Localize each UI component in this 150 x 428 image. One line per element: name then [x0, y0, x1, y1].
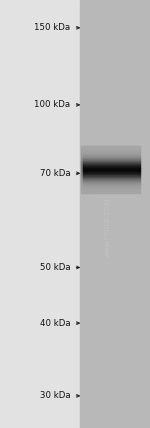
Bar: [81, 181, 88, 183]
Bar: [83, 163, 140, 164]
Bar: [83, 160, 140, 161]
Bar: [83, 178, 140, 179]
Bar: [83, 175, 140, 176]
Bar: [83, 153, 140, 154]
Bar: [81, 155, 88, 158]
Bar: [83, 158, 140, 159]
Bar: [83, 186, 140, 187]
Bar: [81, 176, 88, 178]
Bar: [81, 178, 88, 181]
Bar: [83, 191, 140, 192]
Bar: [81, 148, 88, 150]
Bar: [81, 167, 88, 169]
Bar: [83, 181, 140, 182]
Bar: [81, 169, 88, 172]
Bar: [81, 174, 88, 176]
Text: www.PTGLB.COM: www.PTGLB.COM: [105, 197, 111, 257]
Bar: [83, 154, 140, 155]
Bar: [81, 150, 88, 153]
Bar: [83, 165, 140, 166]
Bar: [83, 156, 140, 157]
Bar: [83, 167, 140, 168]
Text: 70 kDa: 70 kDa: [40, 169, 70, 178]
Bar: [83, 184, 140, 185]
Bar: [83, 173, 140, 174]
Bar: [83, 176, 140, 177]
Bar: [83, 166, 140, 167]
Bar: [83, 174, 140, 175]
Bar: [83, 147, 140, 148]
Text: 100 kDa: 100 kDa: [34, 100, 70, 110]
Bar: [83, 148, 140, 149]
Bar: [83, 188, 140, 189]
Bar: [83, 189, 140, 190]
Bar: [83, 177, 140, 178]
Bar: [83, 164, 140, 165]
Bar: [83, 146, 140, 147]
Bar: [83, 190, 140, 191]
Bar: [83, 192, 140, 193]
Bar: [81, 158, 88, 160]
Bar: [83, 187, 140, 188]
Bar: [83, 185, 140, 186]
Bar: [83, 170, 140, 171]
Bar: [81, 146, 88, 148]
Text: 50 kDa: 50 kDa: [40, 263, 70, 272]
Bar: [83, 149, 140, 150]
Bar: [81, 162, 88, 164]
Bar: [83, 179, 140, 180]
Bar: [81, 172, 88, 174]
Bar: [81, 160, 88, 162]
Text: 30 kDa: 30 kDa: [40, 391, 70, 401]
Bar: [83, 152, 140, 153]
Bar: [81, 164, 88, 167]
Bar: [83, 151, 140, 152]
Bar: [81, 190, 88, 193]
Bar: [81, 153, 88, 155]
Bar: [83, 172, 140, 173]
Bar: [81, 183, 88, 186]
Bar: [83, 168, 140, 169]
Bar: [83, 150, 140, 151]
Bar: [80, 0, 150, 428]
Bar: [83, 182, 140, 183]
Bar: [83, 157, 140, 158]
Bar: [83, 155, 140, 156]
Bar: [81, 188, 88, 190]
Bar: [83, 171, 140, 172]
Bar: [83, 161, 140, 162]
Bar: [83, 159, 140, 160]
Bar: [83, 180, 140, 181]
Bar: [81, 186, 88, 188]
Bar: [83, 183, 140, 184]
Bar: [83, 162, 140, 163]
Bar: [83, 169, 140, 170]
Text: 150 kDa: 150 kDa: [34, 23, 70, 33]
Text: 40 kDa: 40 kDa: [40, 318, 70, 328]
